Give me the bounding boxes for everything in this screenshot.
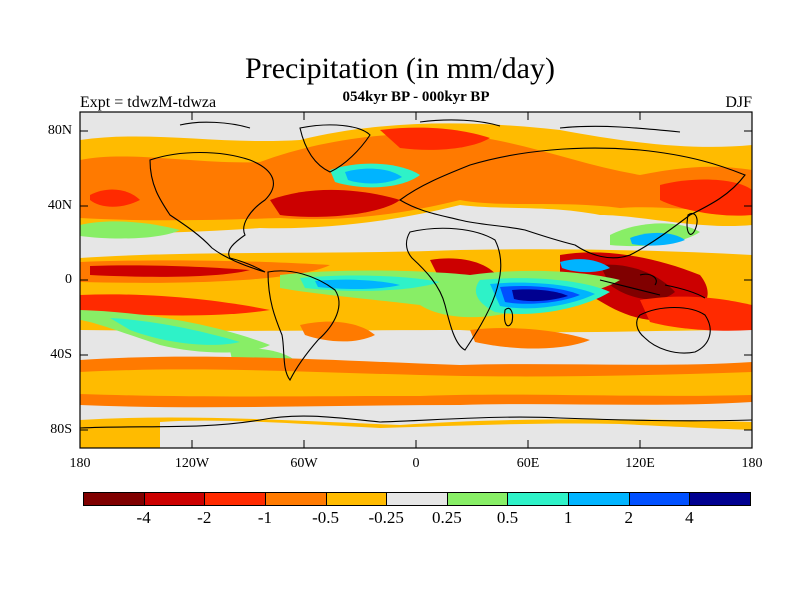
anomaly-region <box>110 318 240 345</box>
colorbar-label: 0.25 <box>431 508 462 527</box>
colorbar-swatch <box>386 492 448 506</box>
anomaly-region <box>160 420 752 448</box>
lon-label-0: 0 <box>412 456 420 471</box>
colorbar-swatch <box>264 492 327 506</box>
colorbar-label: 4 <box>685 508 694 527</box>
anomaly-region <box>345 168 402 184</box>
experiment-label: Expt = tdwzM-tdwza <box>80 94 217 111</box>
coastline-australia <box>636 307 711 354</box>
anomaly-region <box>380 127 490 150</box>
coastline-indonesia <box>599 273 706 299</box>
anomaly-region <box>300 321 375 342</box>
anomaly-region <box>90 265 250 277</box>
anomaly-region <box>270 189 400 217</box>
coastline-arctic <box>179 119 681 133</box>
colorbar-swatch <box>446 492 509 506</box>
lon-label-60e: 60E <box>516 456 540 471</box>
plot-subtitle: 054kyr BP - 000kyr BP <box>342 89 490 105</box>
map-field <box>80 112 752 448</box>
lat-label-40s: 40S <box>50 347 72 362</box>
season-label: DJF <box>725 94 752 111</box>
coastline-greenland <box>299 124 371 173</box>
anomaly-region <box>630 232 685 246</box>
colorbar-label: -2 <box>197 508 212 527</box>
anomaly-region <box>660 179 752 216</box>
coastline-japan <box>686 212 698 235</box>
colorbar-swatch <box>83 492 145 506</box>
lon-label-180-right: 180 <box>741 456 763 471</box>
anomaly-region <box>90 189 140 207</box>
colorbar-swatch <box>568 492 630 506</box>
colorbar-swatch <box>204 492 266 506</box>
colorbar-label: 2 <box>624 508 633 527</box>
lon-label-120w: 120W <box>174 456 210 471</box>
colorbar-swatch <box>143 492 206 506</box>
colorbar-label: -0.5 <box>312 508 339 527</box>
coastline-south-america <box>267 270 340 382</box>
anomaly-region <box>80 221 180 239</box>
anomaly-region <box>560 259 610 273</box>
colorbar-label: -0.25 <box>368 508 404 527</box>
anomaly-region <box>315 279 400 290</box>
lat-label-80s: 80S <box>50 422 72 437</box>
lon-label-180-left: 180 <box>69 456 91 471</box>
coastline-north-america <box>149 152 274 273</box>
plot-title: Precipitation (in mm/day) <box>245 52 555 85</box>
coastlines <box>80 119 752 429</box>
colorbar-swatch <box>689 492 751 506</box>
lat-ticks <box>80 130 752 431</box>
colorbar-label: -4 <box>136 508 151 527</box>
anomaly-region <box>80 294 270 316</box>
coastline-madagascar <box>504 307 514 327</box>
anomaly-region <box>470 328 590 349</box>
lat-label-40n: 40N <box>47 198 72 213</box>
colorbar-label: 0.5 <box>496 508 519 527</box>
coastline-antarctica <box>80 415 752 429</box>
coastline-africa <box>405 227 502 351</box>
anomaly-region <box>512 289 568 302</box>
lon-label-120e: 120E <box>625 456 655 471</box>
anomaly-region <box>640 296 752 331</box>
colorbar-label: -1 <box>257 508 272 527</box>
colorbar-swatch <box>507 492 570 506</box>
lat-label-0: 0 <box>65 272 72 287</box>
colorbar-swatch <box>628 492 691 506</box>
coastline-eurasia <box>399 147 746 259</box>
anomaly-region <box>80 369 752 397</box>
lon-ticks <box>79 112 753 448</box>
lat-label-80n: 80N <box>47 123 72 138</box>
colorbar-swatch <box>325 492 388 506</box>
anomaly-region <box>600 264 675 300</box>
colorbar-label: 1 <box>563 508 573 527</box>
lon-label-60w: 60W <box>290 456 318 471</box>
